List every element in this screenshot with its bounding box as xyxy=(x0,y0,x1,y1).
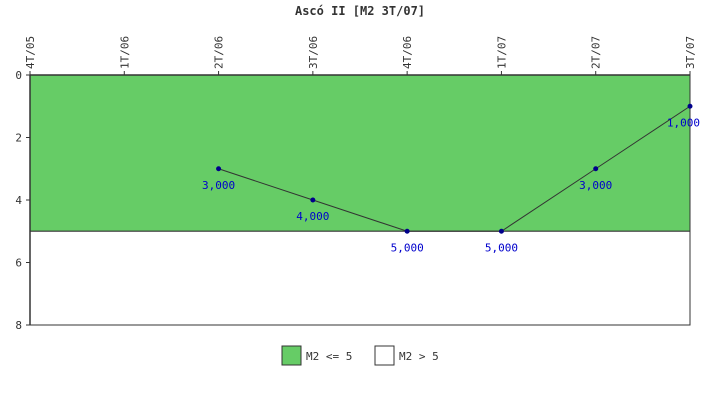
data-point xyxy=(593,166,599,172)
legend-label: M2 <= 5 xyxy=(306,350,352,363)
legend: M2 <= 5 M2 > 5 xyxy=(281,345,439,366)
x-tick-label: 2T/07 xyxy=(590,36,603,69)
y-tick-label: 6 xyxy=(15,257,22,270)
series-line xyxy=(218,105,691,232)
data-label: 4,000 xyxy=(296,210,329,223)
x-tick-label: 3T/07 xyxy=(684,36,697,69)
data-point xyxy=(687,103,693,109)
data-label: 3,000 xyxy=(579,179,612,192)
data-label: 3,000 xyxy=(202,179,235,192)
data-point xyxy=(310,197,316,203)
chart-title: Ascó II [M2 3T/07] xyxy=(295,4,425,18)
y-tick-label: 2 xyxy=(15,132,22,145)
threshold-bands xyxy=(29,74,691,326)
legend-label: M2 > 5 xyxy=(399,350,439,363)
legend-swatch xyxy=(374,345,395,366)
y-tick-label: 4 xyxy=(15,194,22,207)
x-tick-label: 1T/07 xyxy=(495,36,508,69)
y-tick-label: 8 xyxy=(15,319,22,332)
band-1 xyxy=(29,230,691,326)
band-0 xyxy=(29,74,691,232)
series-layer: 3,000 4,000 5,000 5,000 3,000 1,000 xyxy=(202,103,700,254)
x-tick-label: 3T/06 xyxy=(307,36,320,69)
data-label: 5,000 xyxy=(391,241,424,254)
data-label: 1,000 xyxy=(667,116,700,129)
data-point xyxy=(498,228,504,234)
chart-axes: 0 2 4 6 8 4T/05 1T/06 2T/06 3T/06 4T/06 1T/07 2T/07… xyxy=(15,36,697,332)
data-label: 5,000 xyxy=(485,241,518,254)
x-tick-label: 2T/06 xyxy=(213,36,226,69)
legend-swatch xyxy=(281,345,302,366)
data-point xyxy=(404,228,410,234)
data-point xyxy=(216,166,222,172)
x-tick-label: 4T/06 xyxy=(401,36,414,69)
x-tick-label: 4T/05 xyxy=(24,36,37,69)
y-tick-label: 0 xyxy=(15,69,22,82)
x-tick-label: 1T/06 xyxy=(118,36,131,69)
